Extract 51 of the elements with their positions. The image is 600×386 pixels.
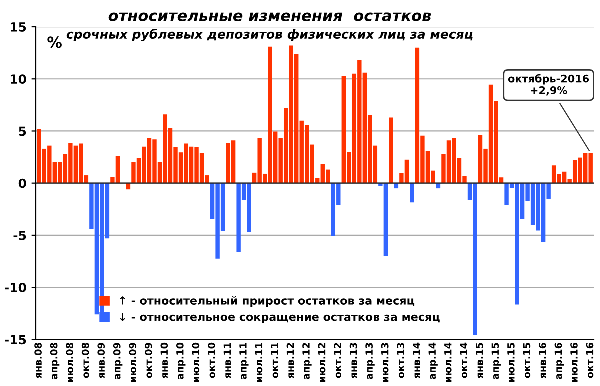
x-tick-label: окт.08 [82, 343, 90, 378]
x-tick-label: июл.10 [192, 342, 200, 382]
x-tick-label: июл.09 [129, 343, 137, 382]
y-tick-label: -10 [5, 283, 26, 292]
x-tick-label: янв.10 [160, 342, 168, 378]
chart-subtitle: срочных рублевых депозитов физических лиц за месяц [66, 28, 473, 42]
x-tick-label: окт.16 [586, 342, 594, 378]
x-tick-label: июл.15 [508, 343, 515, 382]
y-tick-label: 0 [18, 178, 26, 188]
y-tick-label: 15 [10, 22, 26, 32]
y-axis-title: % [48, 36, 62, 48]
x-tick-label: апр.09 [113, 343, 123, 380]
x-tick-label: апр.11 [240, 343, 249, 380]
x-tick-label: янв.15 [476, 343, 484, 378]
y-tick-label: 10 [10, 74, 26, 84]
x-tick-label: окт.13 [397, 343, 405, 378]
legend-label: ↓ - относительное сокращение остатков за месяц [120, 313, 440, 324]
x-tick-label: апр.12 [302, 343, 312, 380]
legend-label: ↑ - относительный прирост остатков за месяц [120, 296, 415, 308]
x-tick-label: июл.16 [570, 342, 578, 382]
x-tick-label: июл.12 [318, 343, 326, 382]
x-tick-label: янв.09 [98, 343, 106, 378]
x-tick-label: июл.08 [66, 343, 74, 382]
y-tick-label: -15 [5, 335, 26, 345]
bar [410, 183, 414, 203]
x-tick-label: янв.12 [286, 343, 294, 378]
x-tick-label: июл.11 [255, 343, 263, 382]
x-tick-label: окт.12 [334, 343, 342, 378]
x-tick-label: янв.13 [350, 343, 358, 378]
x-tick-label: апр.14 [428, 342, 438, 380]
x-tick-label: апр.13 [366, 343, 375, 380]
x-tick-label: июл.14 [444, 342, 452, 382]
y-tick-label: 5 [19, 126, 26, 136]
x-tick-label: окт.14 [460, 342, 468, 378]
x-tick-label: янв.11 [224, 343, 231, 378]
x-tick-label: апр.08 [50, 343, 60, 380]
x-tick-label: окт.11 [271, 343, 278, 378]
x-tick-label: окт.15 [523, 343, 531, 378]
bar [389, 118, 394, 184]
x-tick-label: апр.16 [554, 342, 564, 380]
x-tick-label: янв.08 [34, 343, 42, 378]
x-tick-label: июл.13 [381, 343, 389, 382]
x-tick-label: апр.10 [176, 342, 186, 380]
x-tick-label: янв.16 [539, 342, 546, 378]
x-tick-label: окт.09 [144, 343, 152, 378]
x-tick-label: апр.15 [492, 343, 501, 380]
annotation: октябрь-2016 +2,9% [508, 74, 590, 96]
x-tick-label: окт.10 [208, 342, 216, 378]
y-tick-label: -5 [14, 231, 26, 240]
chart-title: относительные изменения остатков [108, 12, 432, 22]
x-tick-label: янв.14 [413, 342, 420, 378]
